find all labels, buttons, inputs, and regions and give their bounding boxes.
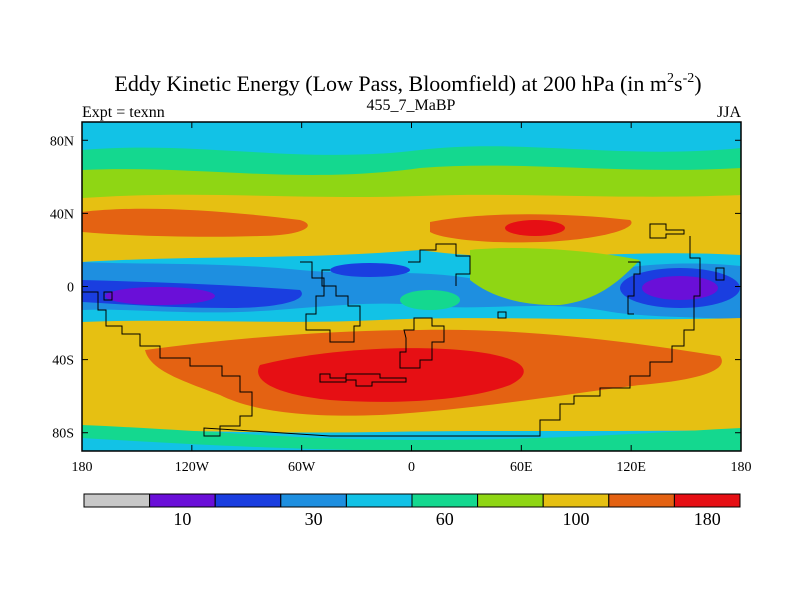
field-equator-purple-west	[105, 287, 215, 305]
y-tick-label: 80S	[52, 427, 74, 442]
chart-subtitle: 455_7_MaBP	[367, 97, 456, 114]
colorbar-box	[608, 493, 675, 508]
coastline-central-continent	[300, 261, 361, 343]
x-tick-label: 60E	[510, 460, 533, 475]
y-tick-label: 40S	[52, 354, 74, 369]
colorbar-label: 60	[436, 509, 454, 529]
coastline-south-continent	[82, 236, 701, 437]
field-south-edge-green	[82, 425, 741, 451]
colorbar-labels: 10 30 60 100 180	[173, 509, 720, 529]
coastline-small-island-2	[497, 311, 507, 319]
colorbar	[83, 493, 741, 508]
x-axis: 180 120W 60W 0 60E 120E 180	[72, 122, 752, 475]
colorbar-label: 180	[694, 509, 721, 529]
coastline-southern-island-2	[345, 373, 407, 387]
coastline-east-island	[649, 223, 685, 239]
colorbar-box	[673, 493, 741, 508]
colorbar-box	[214, 493, 282, 508]
field-band-north-yellow	[82, 194, 741, 262]
x-tick-label: 180	[72, 460, 93, 475]
chart-title: Eddy Kinetic Energy (Low Pass, Bloomfiel…	[114, 71, 701, 96]
colorbar-label: 100	[563, 509, 590, 529]
left-label: Expt = texnn	[82, 104, 165, 121]
field-equator-darkblue-mid	[330, 263, 410, 277]
coastline-north-landmass	[408, 243, 471, 286]
coastline-east-landmass	[627, 261, 641, 315]
colorbar-box	[83, 493, 151, 508]
field-mid-green-center	[400, 290, 460, 310]
colorbar-box	[542, 493, 610, 508]
field-south-red	[258, 348, 524, 402]
x-tick-label: 0	[408, 460, 415, 475]
right-label: JJA	[717, 104, 741, 121]
x-tick-label: 60W	[288, 460, 316, 475]
x-tick-label: 120W	[175, 460, 210, 475]
colorbar-box	[477, 493, 544, 508]
colorbar-box	[280, 493, 347, 508]
colorbar-box	[411, 493, 479, 508]
field-south-edge-cyan	[82, 438, 420, 451]
coastline-small-island	[103, 291, 113, 301]
field-north-red-spot	[505, 220, 565, 236]
map-field	[82, 122, 741, 451]
y-tick-label: 40N	[50, 207, 74, 222]
colorbar-label: 10	[173, 509, 191, 529]
y-tick-label: 80N	[50, 134, 74, 149]
y-axis: 80N 40N 0 40S 80S	[50, 134, 741, 442]
coastlines	[82, 223, 725, 437]
coastline-east-edge	[715, 267, 725, 281]
field-band-north-lightgreen	[82, 165, 741, 202]
coastline-africa	[399, 317, 445, 369]
field-north-edge-cyan	[82, 122, 741, 140]
field-band-north-orange-west	[82, 208, 308, 237]
colorbar-label: 30	[305, 509, 323, 529]
field-mid-green	[470, 248, 640, 306]
colorbar-box	[345, 493, 413, 508]
x-tick-label: 120E	[616, 460, 646, 475]
y-tick-label: 0	[67, 281, 74, 296]
colorbar-box	[149, 493, 216, 508]
field-equator-purple-east	[642, 276, 718, 300]
x-tick-label: 180	[731, 460, 752, 475]
